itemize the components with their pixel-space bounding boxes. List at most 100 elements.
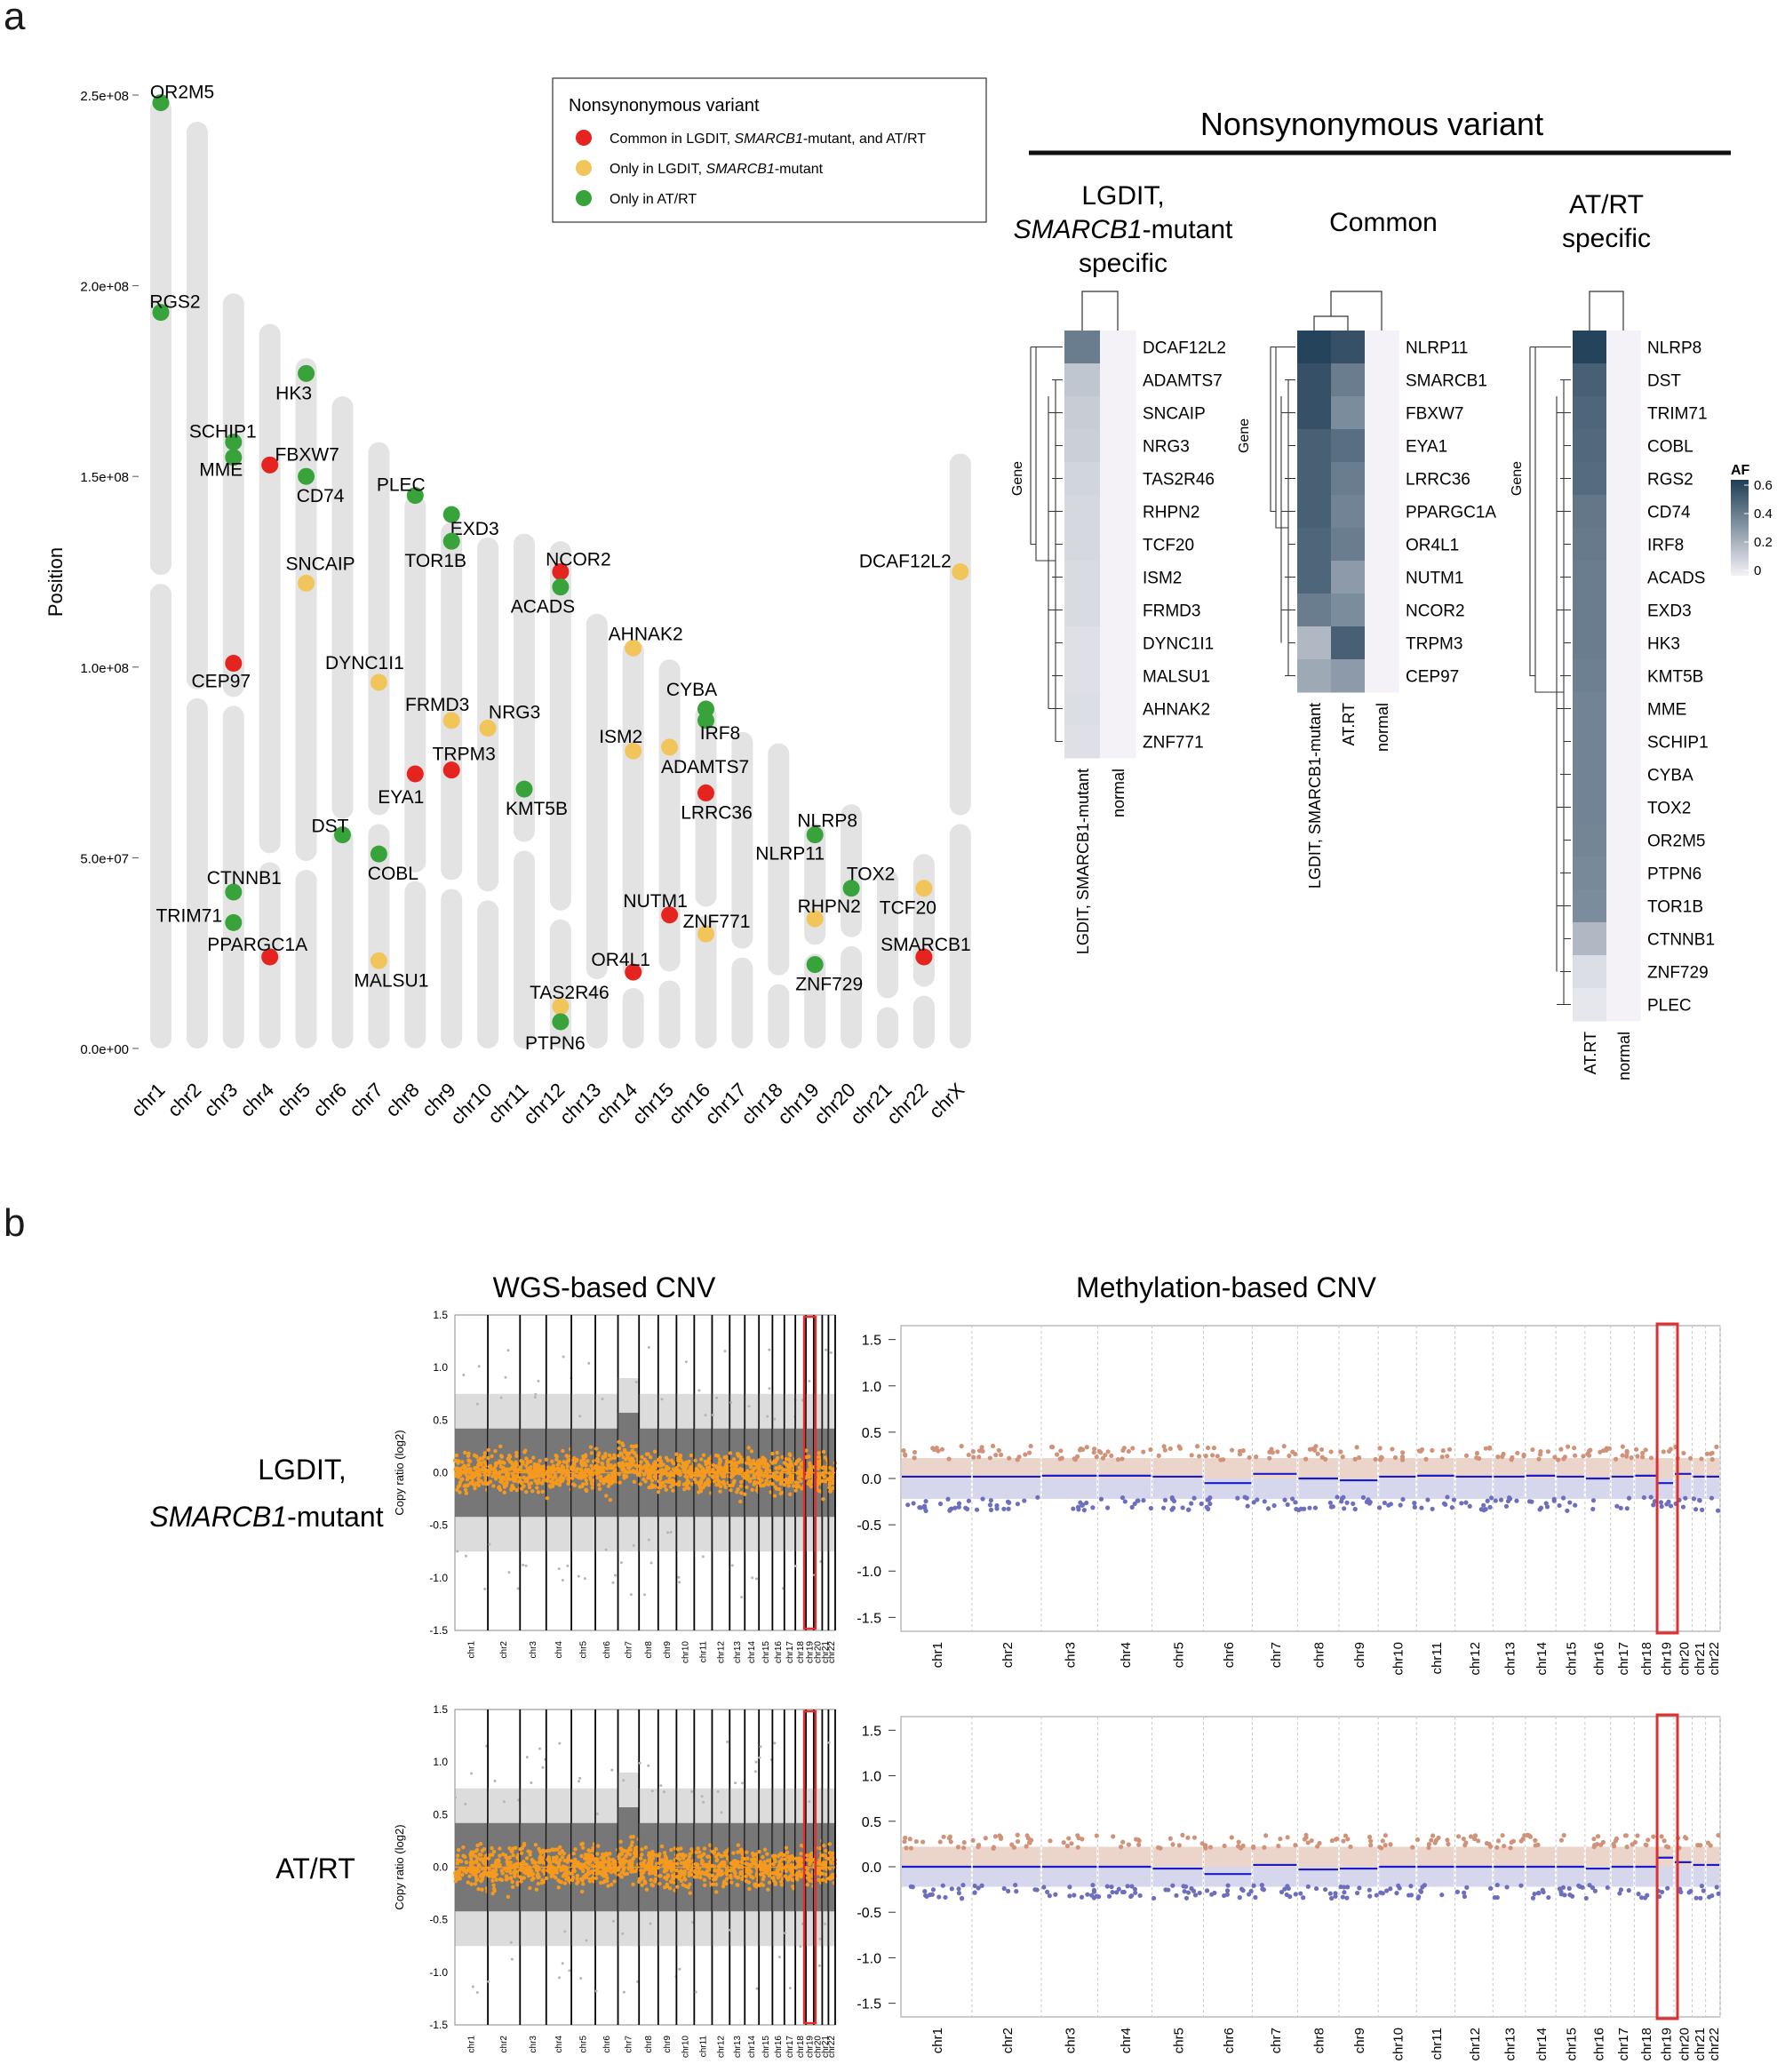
wgs-bin-point	[723, 1485, 728, 1489]
meth-gain-point	[1378, 1454, 1384, 1460]
wgs-bin-point	[731, 1851, 736, 1855]
wgs-bin-point	[614, 1474, 618, 1478]
wgs-bin-point	[582, 1474, 586, 1479]
wgs-bin-point	[638, 1482, 642, 1486]
wgs-bin-point	[631, 1882, 635, 1886]
meth-loss-point	[1463, 1500, 1469, 1505]
meth-gain-point	[1587, 1448, 1592, 1454]
meth-loss-point	[1645, 1893, 1650, 1898]
wgs-bin-point	[583, 1453, 588, 1457]
wgs-bin-point	[633, 1848, 638, 1853]
wgs-bin-point	[665, 1473, 670, 1478]
meth-gain-point	[1220, 1457, 1226, 1462]
meth-gain-point	[1622, 1833, 1629, 1838]
variant-point	[479, 719, 497, 737]
wgs-bin-point	[498, 1444, 503, 1449]
wgs-bin-point	[697, 1484, 702, 1489]
meth-gain-point	[1545, 1449, 1551, 1454]
meth-loss-point	[1626, 1888, 1631, 1893]
wgs-bin-point	[777, 1486, 782, 1492]
wgs-chrom-label: chr22	[827, 1641, 837, 1663]
wgs-bin-point	[658, 1469, 663, 1473]
wgs-bin-point	[587, 1877, 592, 1882]
wgs-bin-point	[701, 1453, 706, 1457]
heatmap-cell	[1606, 626, 1641, 660]
meth-loss-band	[1339, 1867, 1378, 1887]
meth-loss-band	[902, 1478, 971, 1499]
heatmap-cell	[1331, 626, 1366, 660]
af-legend-bar	[1731, 480, 1749, 576]
wgs-outlier	[777, 1956, 781, 1959]
wgs-chrom-label: chr3	[529, 2036, 538, 2053]
heatmap-panel: Nonsynonymous variantLGDIT,SMARCB1-mutan…	[1010, 106, 1773, 1080]
wgs-bin-point	[754, 1487, 760, 1493]
wgs-outlier	[825, 1348, 828, 1351]
heatmap-cell	[1365, 561, 1399, 594]
meth-gain-point	[1487, 1844, 1494, 1849]
meth-gain-point	[1535, 1842, 1541, 1848]
wgs-bin-point	[586, 1459, 590, 1463]
meth-ytick-label: 0.5	[862, 1815, 881, 1830]
wgs-bin-point	[828, 1474, 833, 1479]
meth-loss-point	[1567, 1500, 1573, 1505]
wgs-bin-point	[545, 1495, 550, 1501]
wgs-bin-point	[820, 1871, 825, 1876]
meth-gain-band	[1298, 1846, 1338, 1867]
wgs-outlier	[715, 1396, 719, 1399]
wgs-bin-point	[749, 1465, 753, 1470]
heatmap-row-label: KMT5B	[1647, 668, 1703, 687]
meth-gain-point	[1592, 1843, 1598, 1848]
meth-chrom-label: chr6	[1222, 2028, 1237, 2053]
legend-title: Nonsynonymous variant	[569, 96, 760, 116]
variant-point	[697, 925, 714, 943]
meth-loss-point	[1251, 1883, 1256, 1888]
wgs-bin-point	[657, 1857, 663, 1862]
wgs-bin-point	[663, 1484, 667, 1488]
meth-loss-band	[1041, 1478, 1097, 1499]
heatmap-cell	[1331, 495, 1366, 529]
meth-gain-band	[1417, 1846, 1454, 1867]
wgs-bin-point	[575, 1873, 580, 1878]
meth-loss-point	[1185, 1507, 1191, 1512]
wgs-outlier	[456, 1550, 459, 1553]
meth-gain-point	[1462, 1843, 1468, 1848]
meth-gain-point	[1354, 1445, 1359, 1450]
wgs-bin-point	[482, 1870, 487, 1875]
meth-loss-point	[1338, 1884, 1343, 1890]
meth-chrom-label: chr2	[1000, 2028, 1016, 2053]
wgs-bin-point	[479, 1879, 483, 1884]
heatmap-row-label: SNCAIP	[1143, 405, 1206, 424]
wgs-bin-point	[745, 1850, 749, 1854]
wgs-chrom-label: chr15	[761, 2036, 771, 2058]
wgs-outlier	[730, 1564, 734, 1567]
wgs-bin-point	[671, 1880, 676, 1885]
meth-loss-point	[1659, 1503, 1664, 1510]
meth-loss-point	[1128, 1893, 1134, 1900]
meth-gain-point	[1494, 1845, 1500, 1850]
meth-loss-band	[1526, 1867, 1556, 1887]
heatmap-cell	[1297, 561, 1332, 594]
heatmap-cell	[1064, 396, 1101, 430]
wgs-bin-point	[590, 1482, 594, 1487]
wgs-bin-point	[556, 1468, 561, 1473]
meth-gain-point	[976, 1454, 982, 1460]
meth-loss-point	[1688, 1888, 1693, 1894]
meth-loss-point	[1096, 1894, 1102, 1900]
wgs-bin-point	[588, 1445, 594, 1449]
wgs-bin-point	[617, 1854, 621, 1859]
wgs-bin-point	[556, 1885, 561, 1890]
meth-loss-point	[1709, 1893, 1715, 1899]
meth-loss-point	[1122, 1499, 1128, 1504]
wgs-bin-point	[457, 1872, 461, 1877]
wgs-bin-point	[808, 1861, 812, 1867]
meth-gain-point	[948, 1839, 953, 1845]
wgs-chrom-label: chr21	[821, 2036, 831, 2058]
meth-gain-point	[1367, 1834, 1373, 1840]
wgs-outlier	[694, 1990, 697, 1994]
wgs-bin-point	[667, 1478, 673, 1483]
wgs-bin-point	[552, 1868, 556, 1872]
meth-loss-point	[1085, 1892, 1090, 1897]
meth-loss-point	[1170, 1883, 1175, 1888]
wgs-outlier	[711, 1414, 714, 1417]
wgs-bin-point	[632, 1451, 637, 1455]
